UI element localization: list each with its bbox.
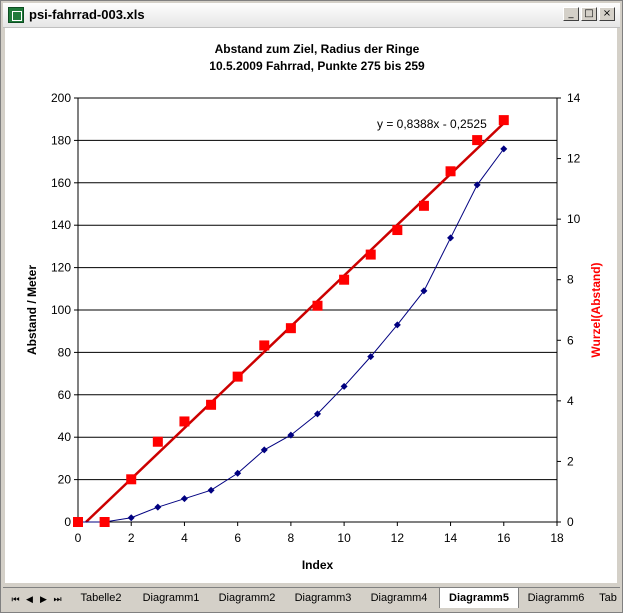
data-point-wurzel — [498, 115, 509, 126]
data-point-abstand — [260, 446, 268, 454]
y-tick-label: 0 — [64, 515, 71, 529]
y2-tick-label: 6 — [567, 333, 574, 347]
trendline-equation: y = 0,8388x - 0,2525 — [377, 117, 487, 131]
y2-tick-label: 12 — [567, 152, 581, 166]
data-point-wurzel — [472, 135, 483, 146]
data-point-wurzel — [206, 399, 217, 410]
y2-tick-label: 0 — [567, 515, 574, 529]
x-tick-label: 0 — [75, 531, 82, 545]
tab-diagramm2[interactable]: Diagramm2 — [218, 592, 276, 604]
y2-axis-title: Wurzel(Abstand) — [589, 262, 603, 357]
y-tick-label: 160 — [51, 176, 71, 190]
data-point-wurzel — [232, 371, 243, 382]
y-tick-label: 200 — [51, 91, 71, 105]
chart: Abstand zum Ziel, Radius der Ringe 10.5.2… — [25, 42, 603, 572]
data-point-wurzel — [126, 474, 137, 485]
x-tick-label: 14 — [444, 531, 458, 545]
x-tick-label: 6 — [234, 531, 241, 545]
chart-subtitle: 10.5.2009 Fahrrad, Punkte 275 bis 259 — [209, 59, 425, 73]
data-point-wurzel — [259, 340, 270, 351]
tab-diagramm3[interactable]: Diagramm3 — [294, 592, 352, 604]
tab-diagramm1[interactable]: Diagramm1 — [142, 592, 200, 604]
last-sheet-button[interactable]: ⏭ — [53, 594, 62, 604]
series-line-abstand — [78, 148, 505, 523]
chart-sheet[interactable]: Abstand zum Ziel, Radius der Ringe 10.5.2… — [5, 28, 617, 583]
data-point-wurzel — [392, 225, 403, 236]
y-tick-label: 100 — [51, 303, 71, 317]
y2-tick-label: 4 — [567, 394, 574, 408]
window-title: psi-fahrrad-003.xls — [29, 7, 145, 22]
tab-diagramm5[interactable]: Diagramm5 — [439, 588, 519, 608]
y-tick-label: 40 — [58, 430, 72, 444]
y2-tick-label: 10 — [567, 212, 581, 226]
y-tick-label: 80 — [58, 345, 72, 359]
close-button[interactable]: × — [599, 7, 615, 21]
data-point-wurzel — [312, 300, 323, 311]
data-point-wurzel — [179, 416, 190, 427]
y2-tick-label: 8 — [567, 273, 574, 287]
data-point-wurzel — [418, 200, 429, 211]
y-tick-label: 60 — [58, 388, 72, 402]
data-point-wurzel — [339, 274, 350, 285]
first-sheet-button[interactable]: ⏮ — [11, 594, 20, 604]
data-point-wurzel — [152, 436, 163, 447]
data-point-abstand — [473, 181, 481, 189]
trendline — [85, 122, 505, 523]
data-point-abstand — [154, 503, 162, 511]
x-tick-label: 18 — [550, 531, 564, 545]
y-tick-label: 20 — [58, 473, 72, 487]
y-axis-title: Abstand / Meter — [25, 265, 39, 355]
y-tick-label: 120 — [51, 261, 71, 275]
x-tick-label: 12 — [391, 531, 405, 545]
x-tick-label: 16 — [497, 531, 511, 545]
data-point-wurzel — [99, 517, 110, 527]
data-point-abstand — [314, 410, 321, 418]
tab-tabelle2[interactable]: Tabelle2 — [80, 592, 122, 604]
data-point-wurzel — [285, 323, 296, 334]
y2-tick-label: 2 — [567, 454, 574, 468]
data-point-abstand — [447, 234, 455, 242]
data-point-abstand — [500, 145, 508, 153]
y-tick-label: 180 — [51, 133, 71, 147]
y-tick-label: 140 — [51, 218, 71, 232]
next-sheet-button[interactable]: ▶ — [40, 594, 47, 604]
data-point-abstand — [180, 495, 188, 503]
tab-truncated[interactable]: Tab — [599, 592, 617, 604]
data-point-abstand — [393, 321, 401, 329]
tab-diagramm4[interactable]: Diagramm4 — [370, 592, 428, 604]
data-point-abstand — [127, 514, 135, 522]
x-tick-label: 2 — [128, 531, 135, 545]
excel-icon — [8, 7, 24, 23]
data-point-abstand — [207, 486, 215, 494]
data-point-abstand — [234, 469, 242, 477]
x-tick-label: 8 — [288, 531, 295, 545]
tab-diagramm6[interactable]: Diagramm6 — [527, 592, 585, 604]
data-point-abstand — [287, 431, 295, 439]
x-tick-label: 4 — [181, 531, 188, 545]
sheet-tab-bar: ⏮ ◀ ▶ ⏭ Tabelle2 Diagramm1 Diagramm2 Dia… — [3, 587, 620, 610]
maximize-button[interactable]: □ — [581, 7, 597, 21]
data-point-abstand — [367, 353, 375, 361]
minimize-button[interactable]: _ — [563, 7, 579, 21]
data-point-abstand — [340, 382, 348, 390]
data-point-wurzel — [365, 249, 376, 260]
title-bar[interactable]: psi-fahrrad-003.xls _ □ × — [3, 3, 620, 28]
x-tick-label: 10 — [337, 531, 351, 545]
prev-sheet-button[interactable]: ◀ — [26, 594, 33, 604]
x-axis-title: Index — [302, 558, 334, 572]
data-point-abstand — [420, 287, 428, 295]
chart-title: Abstand zum Ziel, Radius der Ringe — [215, 42, 420, 56]
data-point-wurzel — [73, 517, 83, 527]
y2-tick-label: 14 — [567, 91, 581, 105]
data-point-wurzel — [445, 166, 456, 177]
